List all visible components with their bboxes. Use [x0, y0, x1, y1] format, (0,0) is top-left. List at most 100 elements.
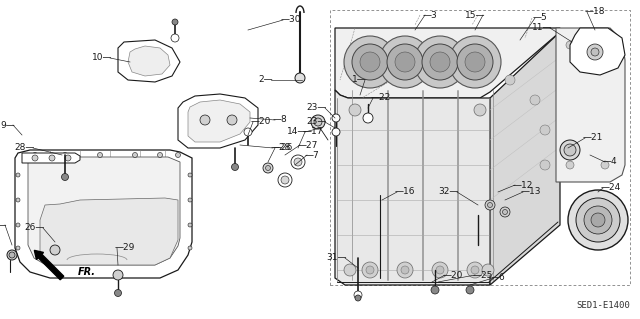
Text: 32—: 32—	[438, 188, 459, 197]
Circle shape	[344, 264, 356, 276]
FancyArrow shape	[35, 250, 64, 280]
Text: —27: —27	[298, 140, 318, 150]
Polygon shape	[15, 150, 192, 278]
Text: 14—: 14—	[287, 128, 307, 137]
Text: 26—: 26—	[24, 224, 45, 233]
Text: —22: —22	[371, 93, 391, 102]
Text: —25: —25	[473, 271, 493, 279]
Circle shape	[115, 290, 122, 296]
Text: 23—: 23—	[307, 103, 327, 113]
Circle shape	[16, 223, 20, 227]
Polygon shape	[570, 28, 625, 75]
Text: 23—: 23—	[307, 117, 327, 127]
Text: —4: —4	[603, 158, 618, 167]
Circle shape	[354, 291, 362, 299]
Text: —5: —5	[533, 13, 548, 23]
Circle shape	[332, 128, 340, 136]
Circle shape	[157, 152, 163, 158]
Circle shape	[32, 155, 38, 161]
Circle shape	[175, 152, 180, 158]
Text: —12: —12	[513, 181, 533, 189]
Circle shape	[482, 264, 494, 276]
Circle shape	[362, 262, 378, 278]
Circle shape	[232, 164, 239, 170]
Circle shape	[466, 286, 474, 294]
Circle shape	[467, 262, 483, 278]
Circle shape	[500, 207, 510, 217]
Text: 28—: 28—	[15, 144, 35, 152]
Circle shape	[540, 125, 550, 135]
Text: —21: —21	[583, 133, 604, 143]
Text: —26: —26	[273, 144, 293, 152]
Circle shape	[132, 152, 138, 158]
Circle shape	[113, 270, 123, 280]
Circle shape	[263, 163, 273, 173]
Circle shape	[488, 203, 493, 207]
Text: —8: —8	[273, 115, 288, 124]
Text: —17: —17	[303, 128, 323, 137]
Circle shape	[266, 166, 271, 170]
Circle shape	[560, 140, 580, 160]
Text: —29: —29	[115, 243, 136, 253]
Text: —30: —30	[281, 16, 301, 25]
Text: —16: —16	[395, 188, 415, 197]
Circle shape	[564, 144, 576, 156]
Circle shape	[601, 41, 609, 49]
Bar	[330, 10, 630, 285]
Circle shape	[295, 73, 305, 83]
Circle shape	[188, 198, 192, 202]
Polygon shape	[22, 153, 80, 163]
Circle shape	[16, 173, 20, 177]
Circle shape	[7, 250, 17, 260]
Text: 19—: 19—	[0, 220, 7, 229]
Circle shape	[172, 19, 178, 25]
Circle shape	[244, 128, 252, 136]
Text: —18: —18	[585, 8, 605, 17]
Text: —20: —20	[251, 117, 271, 127]
Circle shape	[566, 161, 574, 169]
Text: —28: —28	[271, 144, 291, 152]
Circle shape	[294, 158, 302, 166]
Circle shape	[97, 152, 102, 158]
Circle shape	[188, 223, 192, 227]
Circle shape	[349, 104, 361, 116]
Circle shape	[414, 36, 466, 88]
Circle shape	[65, 155, 71, 161]
Polygon shape	[40, 198, 178, 265]
Circle shape	[278, 173, 292, 187]
Circle shape	[16, 198, 20, 202]
Circle shape	[49, 155, 55, 161]
Text: 31—: 31—	[326, 254, 347, 263]
Circle shape	[9, 252, 15, 258]
Circle shape	[465, 52, 485, 72]
Circle shape	[401, 266, 409, 274]
Polygon shape	[556, 28, 625, 182]
Circle shape	[344, 36, 396, 88]
Text: 11—: 11—	[531, 24, 552, 33]
Circle shape	[530, 95, 540, 105]
Text: FR.: FR.	[78, 267, 96, 277]
Circle shape	[397, 262, 413, 278]
Circle shape	[587, 44, 603, 60]
Text: 2—: 2—	[259, 76, 273, 85]
Circle shape	[422, 44, 458, 80]
Circle shape	[430, 52, 450, 72]
Text: 9—: 9—	[0, 121, 15, 130]
Circle shape	[576, 198, 620, 242]
Circle shape	[33, 152, 38, 158]
Circle shape	[355, 295, 361, 301]
Circle shape	[363, 113, 373, 123]
Circle shape	[188, 246, 192, 250]
Circle shape	[311, 115, 325, 129]
Circle shape	[387, 44, 423, 80]
Polygon shape	[118, 40, 180, 82]
Circle shape	[360, 52, 380, 72]
Circle shape	[366, 266, 374, 274]
Circle shape	[566, 41, 574, 49]
Polygon shape	[335, 90, 490, 285]
Circle shape	[352, 44, 388, 80]
Circle shape	[457, 44, 493, 80]
Text: —13: —13	[521, 188, 541, 197]
Circle shape	[502, 210, 508, 214]
Circle shape	[591, 213, 605, 227]
